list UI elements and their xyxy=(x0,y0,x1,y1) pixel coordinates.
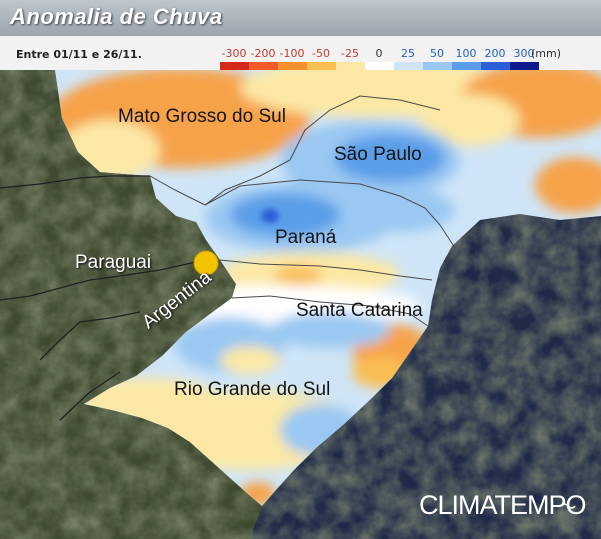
page-title: Anomalia de Chuva xyxy=(10,4,223,29)
legend-tick-label: -50 xyxy=(312,47,330,60)
label-paraguai: Paraguai xyxy=(75,252,152,273)
rainfall-anomaly-map xyxy=(0,70,601,539)
legend-tick-label: -200 xyxy=(250,47,276,60)
legend-tick-label: 300 xyxy=(513,47,535,60)
legend-swatch xyxy=(335,62,365,70)
climatempo-logo: CLIMATEMPO xyxy=(419,490,587,520)
legend-tick-label: 50 xyxy=(430,47,444,60)
legend-tick-label: -25 xyxy=(341,47,359,60)
legend-tick-label: -100 xyxy=(279,47,305,60)
legend-tick-label: 100 xyxy=(455,47,477,60)
label-santa-catarina: Santa Catarina xyxy=(296,300,423,321)
label-rio-grande-do-sul: Rio Grande do Sul xyxy=(174,379,331,400)
label-sao-paulo: São Paulo xyxy=(334,144,422,165)
legend-swatch xyxy=(364,62,394,70)
legend-swatch xyxy=(509,62,539,70)
legend-swatch xyxy=(277,62,307,70)
country-borders xyxy=(0,175,197,421)
label-mato-grosso-do-sul: Mato Grosso do Sul xyxy=(118,106,286,127)
legend-swatch xyxy=(451,62,481,70)
color-scale-legend: -300 -200 -100 -50 -25 0 25 50 100 200 300 (mm) xyxy=(216,44,586,70)
legend-tick-label: -300 xyxy=(221,47,247,60)
label-parana: Paraná xyxy=(275,227,337,248)
legend-swatch xyxy=(480,62,510,70)
legend-swatch xyxy=(393,62,423,70)
legend-swatch xyxy=(306,62,336,70)
legend-swatch xyxy=(248,62,278,70)
legend-bar: Entre 01/11 e 26/11. -300 -200 -100 -50 -25 0… xyxy=(0,36,601,70)
legend-unit: (mm) xyxy=(530,47,562,60)
logo-wave-icon xyxy=(560,503,576,509)
location-marker xyxy=(193,250,219,276)
title-bar: Anomalia de Chuva xyxy=(0,0,601,37)
legend-swatch xyxy=(219,62,249,70)
period-label: Entre 01/11 e 26/11. xyxy=(16,48,142,61)
legend-tick-label: 200 xyxy=(484,47,506,60)
state-borders xyxy=(149,95,456,327)
legend-tick-label: 0 xyxy=(375,47,383,60)
legend-tick-label: 25 xyxy=(401,47,415,60)
legend-swatch xyxy=(422,62,452,70)
